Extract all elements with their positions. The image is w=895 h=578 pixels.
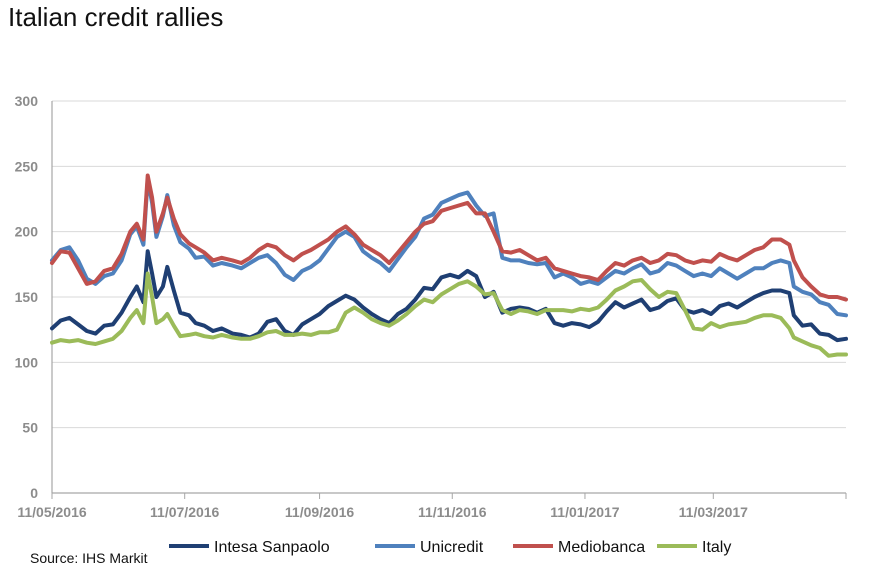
x-tick-label: 11/11/2016 (418, 504, 487, 520)
series-line-italy (50, 271, 848, 358)
x-tick-label: 11/05/2016 (17, 504, 87, 520)
legend-label-italy: Italy (702, 539, 731, 556)
x-tick-label: 11/07/2016 (150, 504, 220, 520)
x-tick-label: 11/01/2017 (550, 504, 620, 520)
y-tick-label: 300 (15, 93, 39, 109)
legend-label-mediobanca: Mediobanca (558, 539, 645, 556)
y-tick-label: 200 (15, 224, 39, 240)
y-tick-label: 250 (15, 158, 39, 174)
legend-label-intesa-sanpaolo: Intesa Sanpaolo (214, 539, 330, 556)
gridlines (52, 100, 846, 429)
series-line-mediobanca (50, 173, 848, 302)
y-tick-label: 100 (15, 354, 39, 370)
legend: Intesa Sanpaolo Unicredit Mediobanca Italy (169, 539, 731, 556)
series-line-intesa-sanpaolo (50, 249, 848, 343)
series-line-unicredit (50, 177, 848, 318)
y-tick-label: 0 (30, 485, 38, 501)
y-tick-label: 150 (15, 289, 39, 305)
source-note: Source: IHS Markit (30, 550, 148, 566)
x-tick-label: 11/03/2017 (679, 504, 749, 520)
legend-label-unicredit: Unicredit (420, 539, 484, 556)
x-tick-label: 11/09/2016 (285, 504, 355, 520)
axes: 0 50 100 150 200 250 300 11/05/2016 11/07/2016 11… (15, 93, 847, 520)
chart-title: Italian credit rallies (8, 2, 224, 32)
series-lines (50, 173, 848, 358)
y-tick-label: 50 (22, 420, 38, 436)
